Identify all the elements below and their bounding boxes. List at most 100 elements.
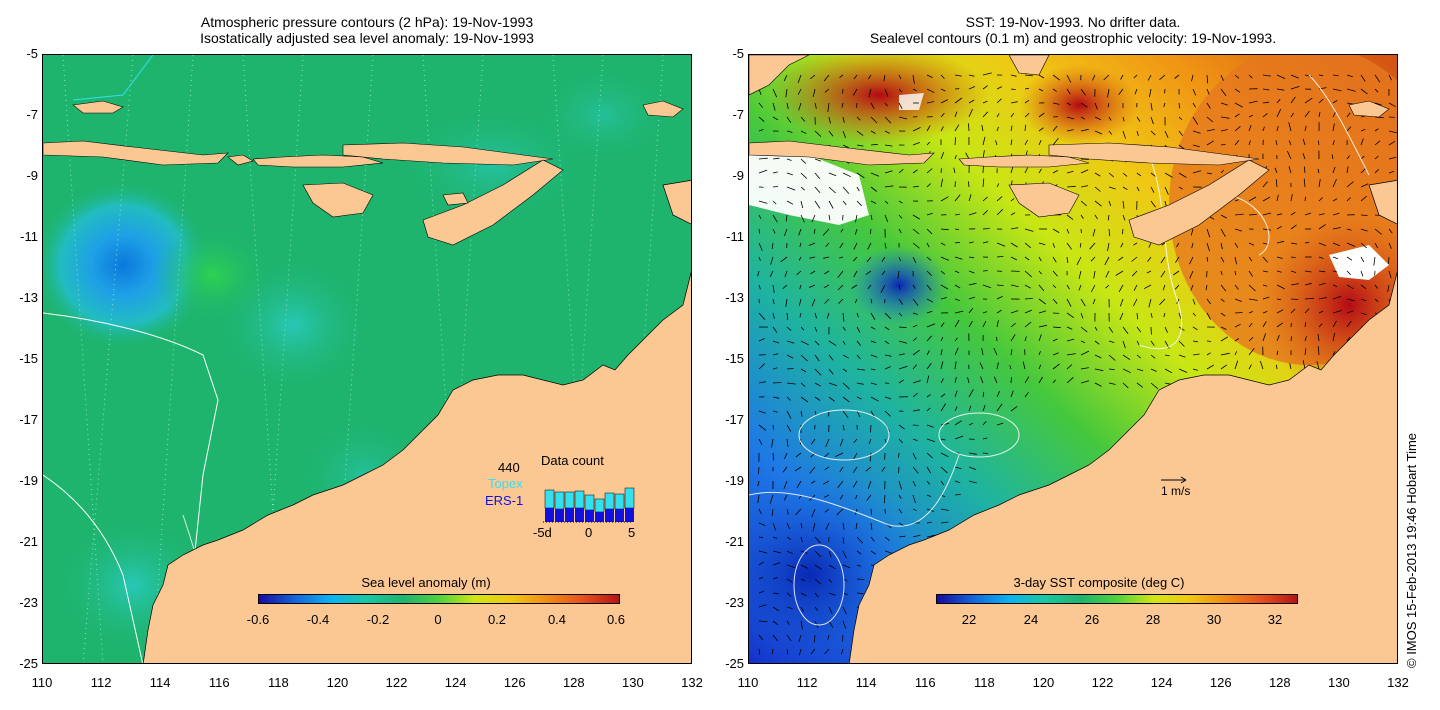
velocity-arrow	[996, 209, 1004, 216]
velocity-arrow	[1010, 166, 1014, 174]
velocity-arrow	[1234, 199, 1239, 202]
velocity-arrow	[884, 130, 890, 134]
velocity-arrow	[982, 228, 990, 230]
velocity-arrow	[800, 620, 803, 630]
velocity-arrow	[822, 228, 830, 236]
velocity-arrow	[1133, 242, 1138, 246]
velocity-arrow	[1094, 200, 1102, 207]
right-cbar-tick: 22	[961, 612, 977, 627]
velocity-arrow	[1248, 196, 1257, 202]
velocity-arrow	[1038, 127, 1044, 132]
velocity-arrow	[795, 508, 802, 516]
velocity-arrow	[1206, 102, 1211, 109]
velocity-arrow	[1192, 130, 1201, 134]
velocity-arrow	[881, 466, 886, 472]
velocity-arrow	[1248, 124, 1252, 132]
legend-ers1: ERS-1	[485, 493, 523, 508]
x-tick-label: 122	[385, 675, 408, 690]
velocity-arrow	[1332, 242, 1341, 247]
velocity-arrow	[851, 284, 858, 289]
velocity-arrow	[968, 123, 970, 132]
velocity-arrow	[824, 88, 830, 93]
velocity-arrow	[968, 480, 977, 484]
velocity-arrow	[1360, 88, 1368, 95]
velocity-arrow	[772, 228, 776, 234]
velocity-arrow	[811, 298, 816, 307]
velocity-arrow	[1115, 270, 1124, 276]
velocity-arrow	[1024, 321, 1032, 328]
velocity-arrow	[1276, 256, 1283, 259]
velocity-arrow	[799, 242, 802, 248]
velocity-arrow	[1066, 74, 1072, 83]
x-tick-label: 116	[914, 675, 936, 690]
left-cbar-tick: 0.4	[547, 612, 567, 627]
velocity-arrow	[814, 536, 821, 544]
velocity-arrow	[1119, 312, 1124, 320]
velocity-arrow	[1304, 196, 1306, 202]
velocity-arrow	[1262, 321, 1267, 328]
velocity-arrow	[758, 169, 768, 174]
velocity-arrow	[982, 437, 988, 440]
velocity-arrow	[825, 438, 830, 448]
velocity-arrow	[940, 322, 945, 328]
velocity-arrow	[1164, 326, 1168, 333]
velocity-arrow	[912, 392, 919, 398]
velocity-arrow	[1010, 310, 1019, 314]
velocity-arrow	[771, 508, 774, 517]
velocity-arrow	[814, 130, 822, 137]
velocity-arrow	[1080, 200, 1087, 207]
velocity-arrow	[837, 480, 844, 488]
velocity-arrow	[838, 256, 844, 259]
velocity-arrow	[1122, 340, 1126, 349]
velocity-arrow	[968, 108, 973, 118]
velocity-arrow	[823, 480, 830, 485]
velocity-arrow	[996, 183, 1000, 188]
velocity-arrow	[1290, 283, 1299, 286]
velocity-arrow	[940, 361, 944, 370]
velocity-arrow	[954, 337, 958, 342]
velocity-arrow	[1094, 340, 1100, 345]
velocity-arrow	[799, 648, 802, 656]
y-tick-label: -23	[725, 595, 744, 610]
velocity-arrow	[758, 466, 760, 475]
velocity-arrow	[912, 438, 918, 442]
velocity-arrow	[814, 578, 821, 585]
velocity-arrow	[1332, 140, 1335, 146]
velocity-arrow	[870, 354, 878, 358]
velocity-arrow	[1052, 379, 1057, 384]
velocity-arrow	[769, 270, 774, 277]
velocity-arrow	[758, 214, 762, 220]
velocity-arrow	[772, 171, 778, 174]
velocity-arrow	[1234, 270, 1236, 276]
velocity-arrow	[1150, 368, 1157, 372]
australia-landmass	[848, 271, 1397, 663]
velocity-arrow	[865, 466, 872, 472]
topex-count-bar	[574, 490, 585, 509]
velocity-arrow	[1388, 270, 1392, 279]
velocity-arrow	[1332, 166, 1336, 174]
velocity-arrow	[912, 324, 918, 328]
velocity-arrow	[798, 298, 802, 306]
velocity-arrow	[800, 382, 806, 387]
velocity-arrow	[1374, 242, 1379, 249]
x-tick-label: 130	[622, 675, 644, 690]
y-tick-label: -17	[19, 412, 38, 427]
velocity-arrow	[926, 350, 930, 356]
velocity-arrow	[786, 172, 793, 176]
velocity-arrow	[1276, 194, 1279, 202]
velocity-arrow	[1163, 312, 1166, 318]
velocity-arrow	[884, 312, 892, 320]
velocity-arrow	[869, 228, 872, 234]
velocity-arrow	[981, 348, 984, 356]
velocity-arrow	[842, 368, 848, 372]
x-tick-label: 114	[855, 675, 877, 690]
velocity-arrow	[982, 452, 989, 454]
velocity-arrow	[1234, 102, 1243, 108]
velocity-arrow	[898, 298, 904, 305]
velocity-arrow	[1234, 256, 1237, 265]
velocity-arrow	[1262, 101, 1270, 104]
velocity-arrow	[1318, 111, 1321, 118]
velocity-arrow	[1360, 270, 1364, 277]
velocity-arrow	[1290, 112, 1294, 118]
velocity-arrow	[1150, 200, 1156, 208]
